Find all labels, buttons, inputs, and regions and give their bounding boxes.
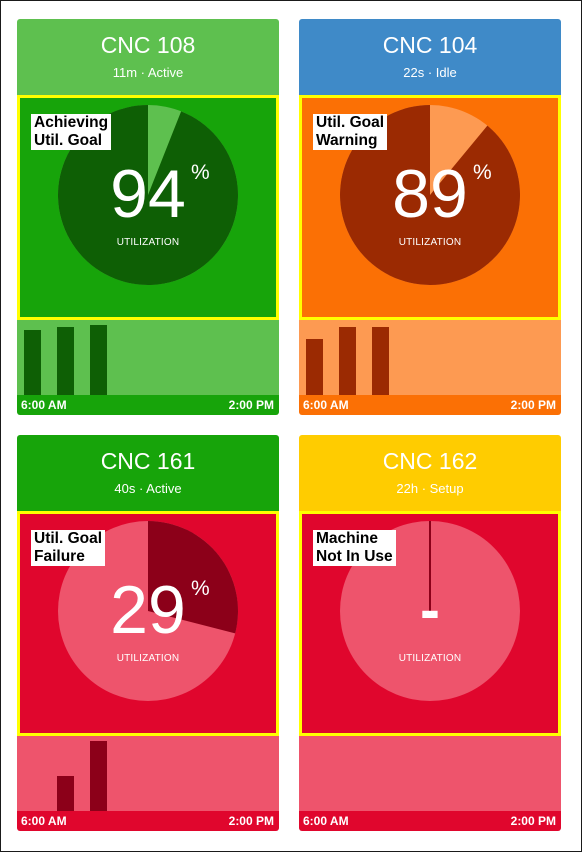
machine-status-time: 22s · Idle <box>403 65 457 80</box>
utilization-bar <box>90 325 107 395</box>
utilization-pie-chart <box>58 521 238 701</box>
time-start-label: 6:00 AM <box>303 814 349 828</box>
time-axis: 6:00 AM 2:00 PM <box>299 395 561 415</box>
card-header: CNC 108 11m · Active <box>17 19 279 95</box>
goal-status-label: Util. Goal Warning <box>313 114 388 150</box>
utilization-value: 94 <box>110 156 186 232</box>
machine-card-cnc-108[interactable]: CNC 108 11m · Active Achieving Util. Goa… <box>17 19 279 415</box>
machine-status-time: 22h · Setup <box>396 481 464 496</box>
utilization-caption: UTILIZATION <box>398 237 462 248</box>
machine-card-cnc-104[interactable]: CNC 104 22s · Idle Util. Goal Warning 89… <box>299 19 561 415</box>
time-start-label: 6:00 AM <box>21 398 67 412</box>
time-end-label: 2:00 PM <box>510 398 556 412</box>
time-start-label: 6:00 AM <box>303 398 349 412</box>
utilization-bar-chart <box>299 320 561 395</box>
machine-name: CNC 162 <box>382 448 478 474</box>
utilization-caption: UTILIZATION <box>398 653 462 664</box>
machine-status-time: 11m · Active <box>112 65 184 80</box>
goal-status-label: Achieving Util. Goal <box>31 114 112 150</box>
utilization-value: 89 <box>392 156 468 232</box>
pie-slice-utilization <box>148 521 238 634</box>
percent-sign: % <box>473 161 492 184</box>
utilization-caption: UTILIZATION <box>116 237 180 248</box>
utilization-bar <box>57 327 74 395</box>
goal-status-label: Util. Goal Failure <box>31 530 106 566</box>
utilization-bar <box>339 327 356 395</box>
time-start-label: 6:00 AM <box>21 814 67 828</box>
utilization-bar-chart <box>17 736 279 811</box>
machine-name: CNC 104 <box>382 32 478 58</box>
utilization-panel: Util. Goal Failure 29 % UTILIZATION <box>17 511 279 736</box>
utilization-panel: Achieving Util. Goal 94 % UTILIZATION <box>17 95 279 320</box>
utilization-caption: UTILIZATION <box>116 653 180 664</box>
utilization-bar <box>372 327 389 395</box>
card-header: CNC 161 40s · Active <box>17 435 279 511</box>
time-end-label: 2:00 PM <box>228 814 274 828</box>
percent-sign: % <box>191 577 210 600</box>
utilization-bar-chart <box>17 320 279 395</box>
time-axis: 6:00 AM 2:00 PM <box>299 811 561 831</box>
percent-sign: % <box>191 161 210 184</box>
machine-name: CNC 161 <box>100 448 196 474</box>
card-header: CNC 162 22h · Setup <box>299 435 561 511</box>
goal-status-label: Machine Not In Use <box>313 530 396 566</box>
machine-name: CNC 108 <box>100 32 196 58</box>
utilization-bar <box>57 776 74 811</box>
time-axis: 6:00 AM 2:00 PM <box>17 395 279 415</box>
time-end-label: 2:00 PM <box>228 398 274 412</box>
utilization-pie-chart <box>340 521 520 701</box>
utilization-panel: Machine Not In Use - UTILIZATION <box>299 511 561 736</box>
time-axis: 6:00 AM 2:00 PM <box>17 811 279 831</box>
machine-status-time: 40s · Active <box>114 481 182 496</box>
machine-card-cnc-161[interactable]: CNC 161 40s · Active Util. Goal Failure … <box>17 435 279 831</box>
utilization-bar <box>24 330 41 395</box>
utilization-value: - <box>420 576 440 643</box>
utilization-bar-chart <box>299 736 561 811</box>
utilization-panel: Util. Goal Warning 89 % UTILIZATION <box>299 95 561 320</box>
utilization-value: 29 <box>110 572 186 648</box>
time-end-label: 2:00 PM <box>510 814 556 828</box>
utilization-bar <box>306 339 323 395</box>
utilization-bar <box>90 741 107 811</box>
card-header: CNC 104 22s · Idle <box>299 19 561 95</box>
machine-card-cnc-162[interactable]: CNC 162 22h · Setup Machine Not In Use -… <box>299 435 561 831</box>
